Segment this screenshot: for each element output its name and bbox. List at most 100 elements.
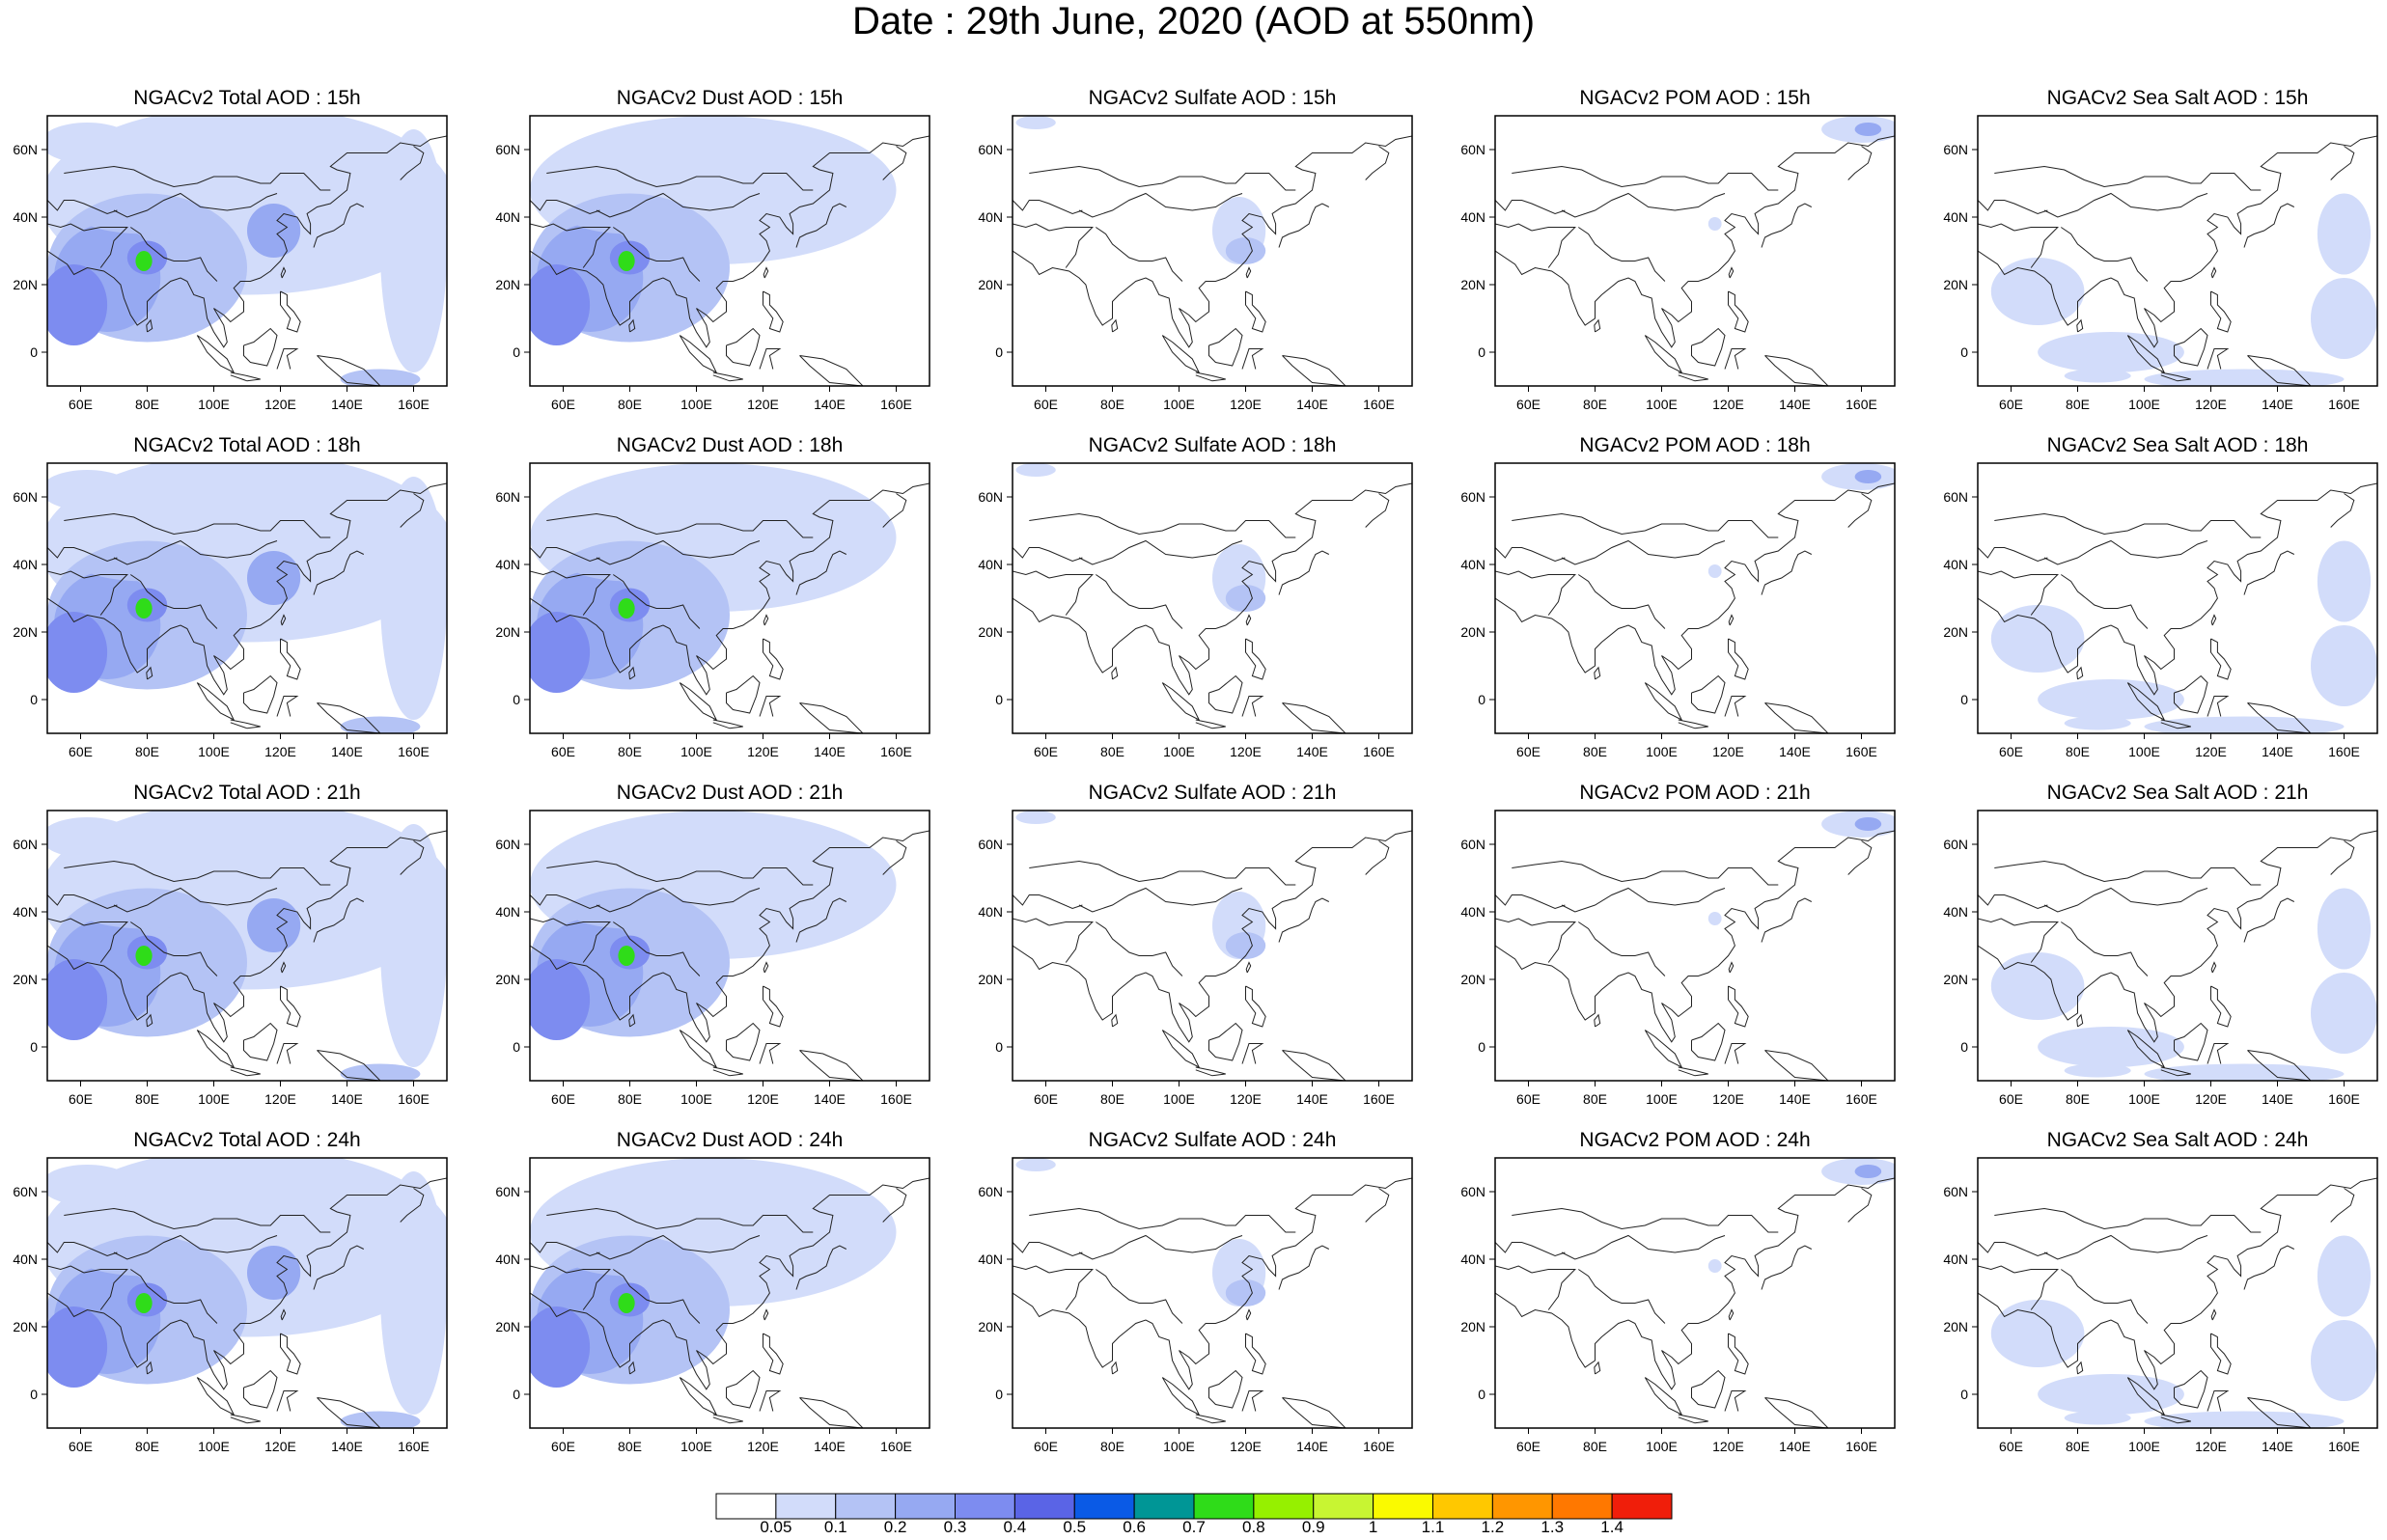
x-tick-label: 60E <box>69 744 93 759</box>
panel-title: NGACv2 Sulfate AOD : 24h <box>1088 1129 1337 1151</box>
coastline <box>679 1377 718 1416</box>
coastline <box>530 1177 930 1390</box>
coastline <box>2160 719 2191 729</box>
x-tick-label: 80E <box>135 744 159 759</box>
x-tick-label: 140E <box>2262 1091 2293 1107</box>
aod-region <box>2311 973 2377 1054</box>
coastline <box>317 355 381 386</box>
coastline <box>1078 539 1243 565</box>
x-tick-label: 80E <box>2066 1439 2090 1454</box>
panel-title: NGACv2 POM AOD : 21h <box>1579 782 1811 804</box>
y-tick-label: 20N <box>13 624 38 640</box>
map-svg: 60E 80E 100E 120E 140E 160E 60N 40N 20N 0 <box>978 1157 1413 1454</box>
y-tick-label: 40N <box>978 1251 1003 1267</box>
panel-title: NGACv2 POM AOD : 15h <box>1579 87 1811 109</box>
map-svg: 60E 80E 100E 120E 140E 160E 60N 40N 20N 0 <box>1460 115 1896 412</box>
aod-region <box>2311 278 2377 359</box>
coastline <box>530 482 930 696</box>
map-svg: 60E 80E 100E 120E 140E 160E 60N 40N 20N 0 <box>495 1157 930 1454</box>
aod-region <box>2317 540 2372 622</box>
x-tick-label: 140E <box>1296 744 1328 759</box>
panel-title: NGACv2 POM AOD : 24h <box>1579 1129 1811 1151</box>
coastline <box>566 921 611 963</box>
coastline <box>2330 146 2355 180</box>
panel-title: NGACv2 Sea Salt AOD : 18h <box>2046 434 2309 456</box>
x-tick-label: 60E <box>551 1439 575 1454</box>
coastline <box>596 539 761 565</box>
coastline <box>1161 682 1201 722</box>
coastline <box>712 719 743 729</box>
coastline <box>1691 674 1726 714</box>
aod-region <box>340 716 421 733</box>
coastline <box>47 918 85 926</box>
coastline <box>1208 674 1243 714</box>
x-tick-label: 140E <box>2262 744 2293 759</box>
aod-region <box>2038 1027 2184 1067</box>
coastline <box>400 1188 425 1223</box>
aod-field <box>1495 116 1895 386</box>
x-tick-label: 100E <box>1646 397 1678 412</box>
aod-region <box>2311 1320 2377 1401</box>
aod-field <box>1013 116 1412 386</box>
y-tick-label: 0 <box>1478 1387 1485 1402</box>
coastline <box>1561 887 1726 913</box>
panel-title: NGACv2 Total AOD : 24h <box>133 1129 361 1151</box>
coastline <box>2243 203 2295 248</box>
aod-region <box>2317 193 2372 275</box>
map-frame <box>1494 810 1896 1082</box>
coastline <box>1978 200 2048 215</box>
aod-region <box>135 946 153 966</box>
coastline <box>2061 227 2149 282</box>
coastline <box>1096 227 1183 282</box>
coastline <box>882 146 907 180</box>
x-tick-label: 120E <box>1230 744 1262 759</box>
y-tick-label: 0 <box>995 1039 1003 1055</box>
coastline <box>1096 921 1183 976</box>
coastline <box>1495 1242 1566 1257</box>
panel-title: NGACv2 Sulfate AOD : 18h <box>1088 434 1337 456</box>
aod-region <box>2064 1411 2131 1425</box>
coastline <box>1512 165 1779 191</box>
coastline <box>1728 638 1749 680</box>
coastline <box>1978 482 2377 696</box>
map-frame <box>1494 462 1896 734</box>
y-tick-label: 60N <box>1943 837 1968 852</box>
coastline <box>1644 1030 1683 1069</box>
x-tick-label: 160E <box>1846 1439 1877 1454</box>
y-tick-label: 20N <box>978 277 1003 292</box>
x-tick-label: 100E <box>680 397 712 412</box>
map-frame <box>1012 462 1413 734</box>
coastline <box>130 574 218 629</box>
coastline <box>1195 1066 1226 1077</box>
aod-region <box>340 369 421 386</box>
y-tick-label: 40N <box>1943 904 1968 920</box>
coastline <box>1978 1242 2048 1257</box>
y-tick-label: 40N <box>495 209 520 225</box>
coastline <box>1728 985 1749 1028</box>
coastline <box>1728 1308 1735 1321</box>
coastline <box>2247 355 2312 386</box>
x-tick-label: 140E <box>814 744 846 759</box>
coastline <box>1678 1414 1708 1424</box>
coastline <box>759 696 782 717</box>
coastline <box>83 1269 128 1310</box>
y-tick-label: 0 <box>1478 1039 1485 1055</box>
coastline <box>1245 614 1252 626</box>
y-tick-label: 60N <box>13 1184 38 1199</box>
coastline <box>1678 371 1708 382</box>
y-tick-label: 60N <box>13 837 38 852</box>
coastline <box>1495 135 1895 348</box>
map-frame <box>46 115 448 387</box>
coastline <box>1578 227 1666 282</box>
x-tick-label: 140E <box>331 744 363 759</box>
coastline <box>546 512 814 538</box>
x-tick-label: 160E <box>398 397 430 412</box>
coastline <box>530 918 568 926</box>
coastline <box>196 1377 236 1416</box>
aod-region <box>2311 625 2377 706</box>
coastline <box>759 348 782 370</box>
x-tick-label: 120E <box>264 397 296 412</box>
coastline <box>2043 539 2208 565</box>
y-tick-label: 0 <box>1960 344 1968 360</box>
coastline <box>712 371 743 382</box>
